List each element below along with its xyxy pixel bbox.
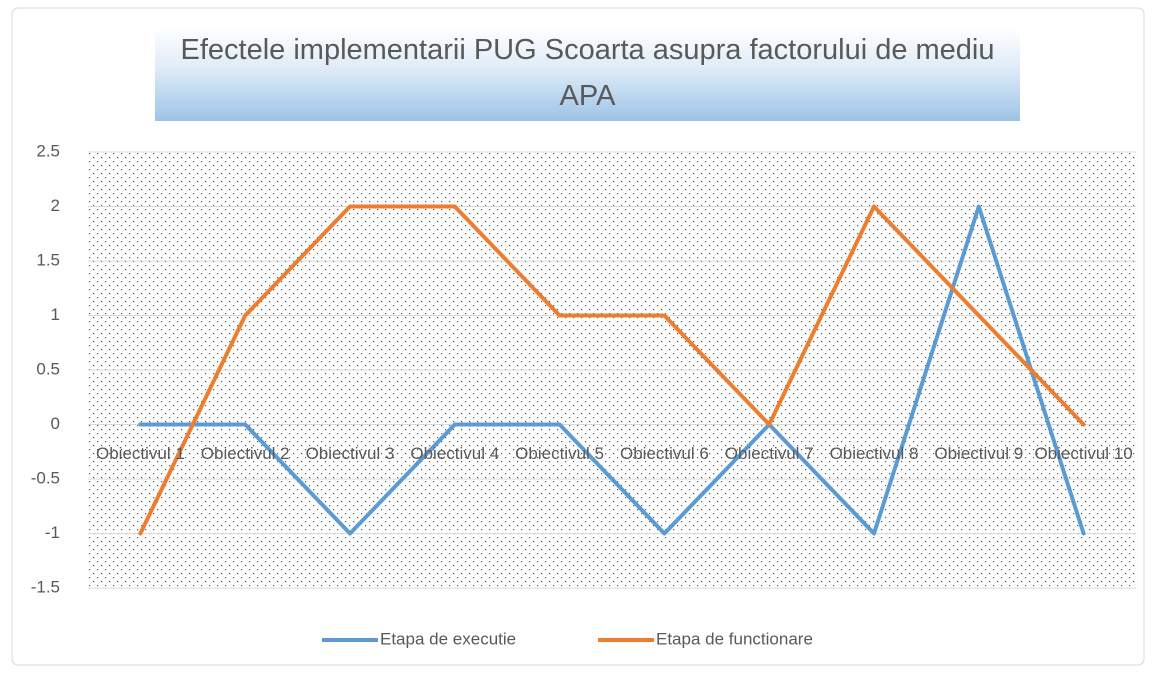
x-tick-label: Obiectivul 7 — [724, 443, 814, 463]
chart-title: Efectele implementarii PUG Scoarta asupr… — [155, 27, 1020, 121]
y-tick-label: 2 — [51, 196, 60, 215]
series-line — [138, 204, 1086, 536]
x-tick-label: Obiectivul 8 — [829, 443, 919, 463]
x-tick-label: Obiectivul 2 — [200, 443, 290, 463]
legend-label: Etapa de executie — [380, 629, 516, 648]
y-tick-label: 0.5 — [36, 359, 60, 378]
y-tick-label: 2.5 — [36, 141, 60, 160]
x-tick-label: Obiectivul 6 — [619, 443, 709, 463]
y-tick-label: 1.5 — [36, 250, 60, 269]
legend-label: Etapa de functionare — [656, 629, 813, 648]
x-tick-label: Obiectivul 10 — [1034, 443, 1133, 463]
y-tick-label: -1 — [45, 523, 60, 542]
series-line — [138, 204, 1086, 536]
y-tick-label: -0.5 — [31, 468, 60, 487]
y-tick-label: 1 — [51, 305, 60, 324]
x-tick-label: Obiectivul 3 — [305, 443, 395, 463]
x-tick-label: Obiectivul 9 — [934, 443, 1024, 463]
x-tick-label: Obiectivul 5 — [515, 443, 604, 463]
y-tick-label: -1.5 — [31, 577, 60, 596]
x-tick-label: Obiectivul 4 — [410, 443, 500, 463]
x-tick-label: Obiectivul 1 — [95, 443, 185, 463]
y-tick-label: 0 — [51, 414, 60, 433]
